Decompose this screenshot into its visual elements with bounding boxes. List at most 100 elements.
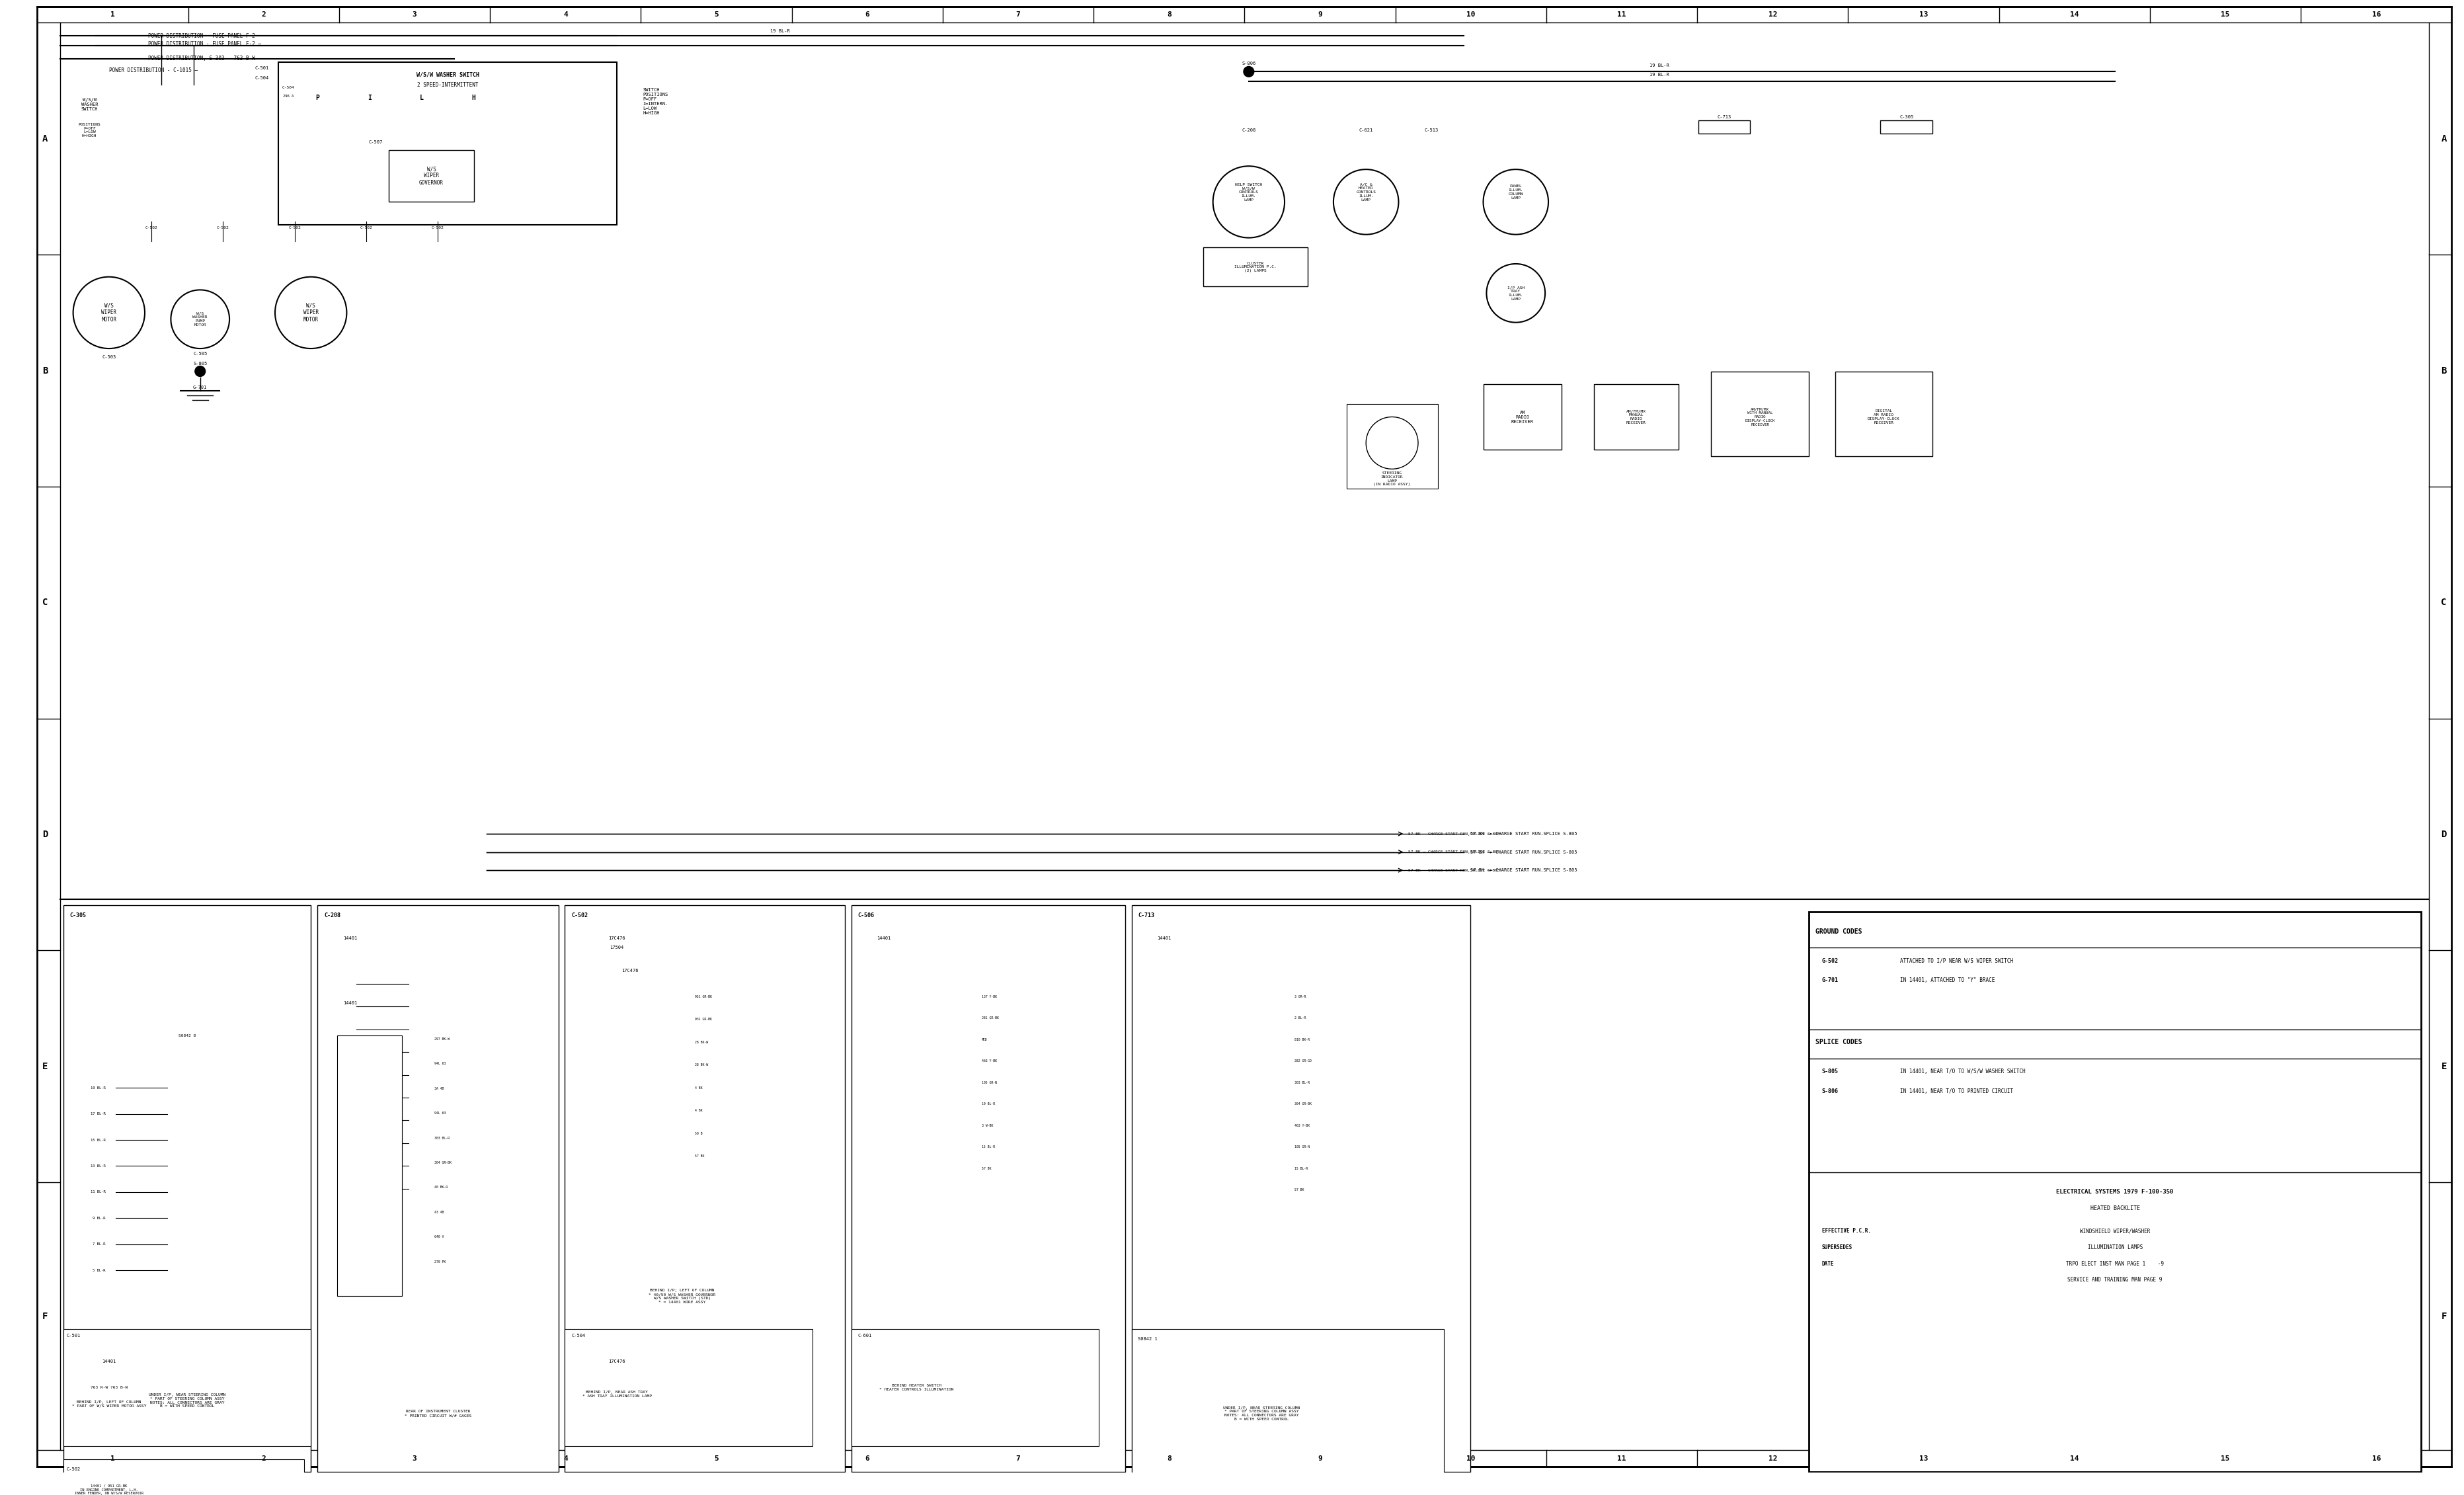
Bar (564, 1329, 813, 1446)
Text: C-502: C-502 (67, 1467, 81, 1471)
Text: 463 Y-BK: 463 Y-BK (1294, 1124, 1308, 1127)
Text: 57 BK —► CHARGE START RUN.SPLICE S-805: 57 BK —► CHARGE START RUN.SPLICE S-805 (1471, 831, 1577, 836)
Text: ATTACHED TO I/P NEAR W/S WIPER SWITCH: ATTACHED TO I/P NEAR W/S WIPER SWITCH (1900, 958, 2013, 964)
Text: SWITCH
POSITIONS
P=OFF
I=INTERN.
L=LOW
H=HIGH: SWITCH POSITIONS P=OFF I=INTERN. L=LOW H… (643, 88, 668, 115)
Text: POWER DISTRIBUTION - FUSE PANEL F-2 —: POWER DISTRIBUTION - FUSE PANEL F-2 — (148, 33, 261, 39)
Text: W/S
WIPER
MOTOR: W/S WIPER MOTOR (101, 303, 116, 323)
Text: S-805: S-805 (192, 362, 207, 365)
Text: C-504: C-504 (281, 87, 293, 90)
Text: B: B (42, 366, 47, 375)
Text: C-208: C-208 (1242, 129, 1257, 132)
Text: STEERING
INDICATOR
LAMP
(IN RADIO ASSY): STEERING INDICATOR LAMP (IN RADIO ASSY) (1372, 471, 1412, 486)
Bar (338, 1036, 402, 1296)
Text: 4 BK: 4 BK (695, 1087, 702, 1090)
Text: S0842 8: S0842 8 (177, 1035, 195, 1038)
Text: C-505: C-505 (192, 351, 207, 356)
Text: 14401 / 951 GR-BK
IN ENGINE COMPARTMENT, L.H.
INNER FENDER, ON W/S/W RESERVOIR
*: 14401 / 951 GR-BK IN ENGINE COMPARTMENT,… (74, 1485, 143, 1495)
Text: DIGITAL
AM RADIO
DISPLAY-CLOCK
RECEIVER: DIGITAL AM RADIO DISPLAY-CLOCK RECEIVER (1868, 410, 1900, 425)
Text: POWER DISTRIBUTION - C-1015 —: POWER DISTRIBUTION - C-1015 — (108, 67, 197, 73)
Text: HEATED BACKLITE: HEATED BACKLITE (2089, 1205, 2139, 1211)
Text: DATE: DATE (1821, 1260, 1833, 1266)
Bar (64, 1459, 306, 1495)
Text: 5 BL-R: 5 BL-R (94, 1269, 106, 1272)
Text: IN 14401, NEAR T/O TO PRINTED CIRCUIT: IN 14401, NEAR T/O TO PRINTED CIRCUIT (1900, 1088, 2013, 1094)
Text: 19 BL-R: 19 BL-R (1648, 63, 1668, 67)
Bar (1345, 404, 1437, 489)
Text: G-502: G-502 (1821, 958, 1838, 964)
Text: C-502: C-502 (572, 912, 589, 918)
Text: 6: 6 (865, 1455, 870, 1462)
Circle shape (1365, 417, 1419, 469)
Text: 1: 1 (111, 1455, 116, 1462)
Text: 137 Y-BK: 137 Y-BK (981, 996, 998, 999)
Text: C-502: C-502 (288, 226, 301, 230)
Text: C-305: C-305 (69, 912, 86, 918)
Text: 463 Y-BK: 463 Y-BK (981, 1060, 998, 1063)
Text: ELECTRICAL SYSTEMS 1979 F-100-350: ELECTRICAL SYSTEMS 1979 F-100-350 (2057, 1189, 2173, 1195)
Text: PANEL
ILLUM.
COLUMN
LAMP: PANEL ILLUM. COLUMN LAMP (1508, 185, 1523, 199)
Text: 3: 3 (411, 10, 416, 18)
Text: 3 W-BK: 3 W-BK (981, 1124, 993, 1127)
Text: C-502: C-502 (431, 226, 444, 230)
Text: 14401: 14401 (1158, 936, 1170, 940)
Text: C-513: C-513 (1424, 129, 1439, 132)
Text: F: F (42, 1311, 47, 1320)
Text: 10: 10 (1466, 1455, 1476, 1462)
Text: UNDER I/P, NEAR STEERING COLUMN
* PART OF STEERING COLUMN ASSY
NOTES: ALL CONNEC: UNDER I/P, NEAR STEERING COLUMN * PART O… (1222, 1407, 1301, 1420)
Text: C: C (42, 598, 47, 607)
Text: TRPO ELECT INST MAN PAGE 1    -9: TRPO ELECT INST MAN PAGE 1 -9 (2067, 1260, 2163, 1266)
Text: 13: 13 (1919, 1455, 1927, 1462)
Text: 14401: 14401 (342, 1002, 357, 1005)
Text: C-504: C-504 (254, 76, 269, 81)
Text: HELP SWITCH
W/S/W
CONTROLS
ILLUM.
LAMP: HELP SWITCH W/S/W CONTROLS ILLUM. LAMP (1234, 182, 1262, 202)
Text: AM/FM/MX
MANUAL
RADIO
RECEIVER: AM/FM/MX MANUAL RADIO RECEIVER (1626, 410, 1646, 425)
Text: 11 BL-R: 11 BL-R (91, 1190, 106, 1193)
Text: fordification.net: fordification.net (347, 221, 1276, 821)
Circle shape (1333, 169, 1400, 235)
Circle shape (170, 290, 229, 348)
Text: 4: 4 (564, 1455, 567, 1462)
Text: 15: 15 (2220, 10, 2230, 18)
Text: E: E (2442, 1061, 2447, 1070)
Text: 15: 15 (2220, 1455, 2230, 1462)
Text: 94L 63: 94L 63 (434, 1112, 446, 1115)
Text: 19 BL-R: 19 BL-R (91, 1087, 106, 1090)
Text: F: F (2442, 1311, 2447, 1320)
Text: EFFECTIVE P.C.R.: EFFECTIVE P.C.R. (1821, 1229, 1870, 1235)
Text: 57 BK —► CHARGE START RUN.SPLICE S-805: 57 BK —► CHARGE START RUN.SPLICE S-805 (1471, 869, 1577, 872)
Text: 28 BK-W: 28 BK-W (695, 1063, 710, 1067)
Bar (1809, 912, 2422, 1473)
Text: POSITIONS
P=OFF
L=LOW
H=HIGH: POSITIONS P=OFF L=LOW H=HIGH (79, 123, 101, 138)
Text: 5: 5 (715, 10, 719, 18)
Circle shape (1483, 169, 1547, 235)
Text: fordification.net: fordification.net (99, 922, 875, 1422)
Text: P: P (315, 94, 320, 102)
Text: 5: 5 (715, 1455, 719, 1462)
Text: 57 BK — CHARGE START RUN,SPLICE S-805: 57 BK — CHARGE START RUN,SPLICE S-805 (1409, 851, 1501, 854)
Text: POWER DISTRIBUTION, S-303 – 763 B-W: POWER DISTRIBUTION, S-303 – 763 B-W (148, 55, 256, 61)
Text: 3: 3 (411, 1455, 416, 1462)
Text: 303 BL-R: 303 BL-R (434, 1136, 451, 1139)
Text: 2: 2 (261, 1455, 266, 1462)
Text: 57 BK: 57 BK (981, 1168, 991, 1171)
Text: IN 14401, ATTACHED TO "Y" BRACE: IN 14401, ATTACHED TO "Y" BRACE (1900, 978, 1996, 984)
Text: 13: 13 (1919, 10, 1927, 18)
Text: C-305: C-305 (1900, 115, 1915, 120)
Text: A: A (2442, 135, 2447, 144)
Text: REAR OF INSTRUMENT CLUSTER
* PRINTED CIRCUIT W/# GAGES: REAR OF INSTRUMENT CLUSTER * PRINTED CIR… (404, 1410, 471, 1417)
Text: 16: 16 (2373, 10, 2380, 18)
Text: A: A (42, 135, 47, 144)
Bar (1483, 384, 1562, 450)
Text: 4 BK: 4 BK (695, 1109, 702, 1112)
Circle shape (74, 277, 145, 348)
Bar (389, 150, 473, 202)
Circle shape (276, 277, 347, 348)
Bar (564, 906, 845, 1473)
Bar (64, 906, 310, 1473)
Bar (64, 1329, 310, 1446)
Text: A/C &
HEATER
CONTROLS
ILLUM.
LAMP: A/C & HEATER CONTROLS ILLUM. LAMP (1355, 182, 1375, 202)
Text: SPLICE CODES: SPLICE CODES (1816, 1039, 1863, 1045)
Text: 57 BK: 57 BK (695, 1154, 705, 1159)
Text: 14: 14 (2070, 10, 2080, 18)
Text: 14401: 14401 (101, 1359, 116, 1363)
